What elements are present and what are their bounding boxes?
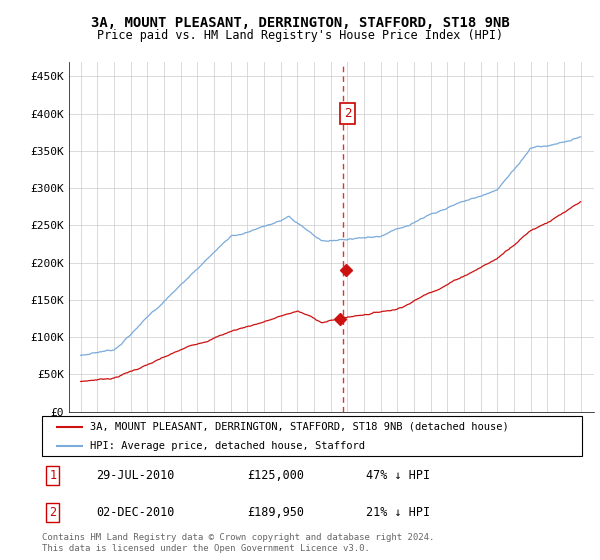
Text: 47% ↓ HPI: 47% ↓ HPI bbox=[366, 469, 430, 482]
Text: £125,000: £125,000 bbox=[247, 469, 304, 482]
Text: 02-DEC-2010: 02-DEC-2010 bbox=[96, 506, 175, 519]
Text: 21% ↓ HPI: 21% ↓ HPI bbox=[366, 506, 430, 519]
Text: HPI: Average price, detached house, Stafford: HPI: Average price, detached house, Staf… bbox=[89, 441, 365, 450]
Text: 29-JUL-2010: 29-JUL-2010 bbox=[96, 469, 175, 482]
Text: 2: 2 bbox=[344, 107, 352, 120]
Text: £189,950: £189,950 bbox=[247, 506, 304, 519]
Text: 1: 1 bbox=[49, 469, 56, 482]
Text: 3A, MOUNT PLEASANT, DERRINGTON, STAFFORD, ST18 9NB: 3A, MOUNT PLEASANT, DERRINGTON, STAFFORD… bbox=[91, 16, 509, 30]
Text: 3A, MOUNT PLEASANT, DERRINGTON, STAFFORD, ST18 9NB (detached house): 3A, MOUNT PLEASANT, DERRINGTON, STAFFORD… bbox=[89, 422, 508, 432]
Text: Price paid vs. HM Land Registry's House Price Index (HPI): Price paid vs. HM Land Registry's House … bbox=[97, 29, 503, 42]
Text: Contains HM Land Registry data © Crown copyright and database right 2024.
This d: Contains HM Land Registry data © Crown c… bbox=[42, 533, 434, 553]
Text: 2: 2 bbox=[49, 506, 56, 519]
